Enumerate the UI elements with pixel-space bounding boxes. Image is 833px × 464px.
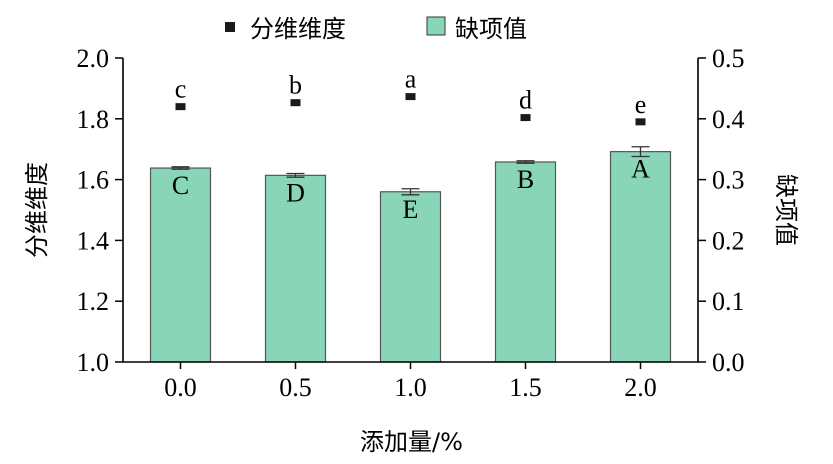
axes-frame: [122, 58, 699, 363]
scatter-point: [290, 99, 301, 107]
x-tick-label: 1.0: [394, 373, 427, 402]
y-right-tick-label: 0.4: [712, 105, 745, 134]
scatter-point: [520, 114, 531, 122]
scatter-point: [175, 103, 186, 111]
y-left-tick-label: 1.8: [77, 105, 110, 134]
point-significance-label: e: [635, 90, 647, 119]
x-tick-label: 0.0: [164, 373, 197, 402]
scatter-point: [405, 93, 416, 101]
bar-significance-label: D: [286, 178, 305, 207]
bar: [149, 167, 212, 363]
y-right-tick-label: 0.1: [712, 287, 745, 316]
point-significance-label: a: [405, 65, 417, 94]
legend-label-fractal: 分维维度: [250, 15, 346, 43]
bar-error-bar: [286, 172, 305, 178]
scatter-point: [635, 118, 646, 126]
bar: [609, 151, 672, 363]
y-right-tick-label: 0.3: [712, 166, 745, 195]
y-left-tick-label: 1.0: [77, 348, 110, 377]
y-right-tick-label: 0.0: [712, 348, 745, 377]
bar-error-bar: [171, 166, 190, 170]
bar-significance-label: B: [517, 165, 534, 194]
y-right-tick-label: 0.2: [712, 226, 745, 255]
point-significance-label: c: [175, 75, 187, 104]
y-right-tick-label: 0.5: [712, 44, 745, 73]
x-tick-label: 0.5: [279, 373, 312, 402]
bar-significance-label: A: [631, 155, 650, 184]
bar-error-bar: [516, 160, 535, 164]
legend-marker-square: [225, 22, 235, 32]
bar-significance-label: E: [403, 195, 419, 224]
bar-significance-label: C: [172, 171, 189, 200]
y-axis-left-label: 分维维度: [23, 162, 51, 258]
x-tick-label: 1.5: [509, 373, 542, 402]
bar: [379, 191, 442, 363]
point-significance-label: b: [289, 71, 302, 100]
y-left-tick-label: 2.0: [77, 44, 110, 73]
x-tick-label: 2.0: [624, 373, 657, 402]
legend-label-missing: 缺项值: [455, 15, 527, 43]
bar-error-bar: [631, 146, 650, 158]
point-significance-label: d: [519, 86, 532, 115]
y-left-tick-label: 1.2: [77, 287, 110, 316]
bar-error-bar: [401, 188, 420, 196]
y-left-tick-label: 1.4: [77, 226, 110, 255]
y-axis-right-label: 缺项值: [772, 174, 800, 246]
legend: 分维维度 缺项值: [225, 15, 527, 43]
y-left-tick-label: 1.6: [77, 166, 110, 195]
x-axis-label: 添加量/%: [360, 428, 463, 456]
legend-marker-bar: [426, 16, 446, 36]
